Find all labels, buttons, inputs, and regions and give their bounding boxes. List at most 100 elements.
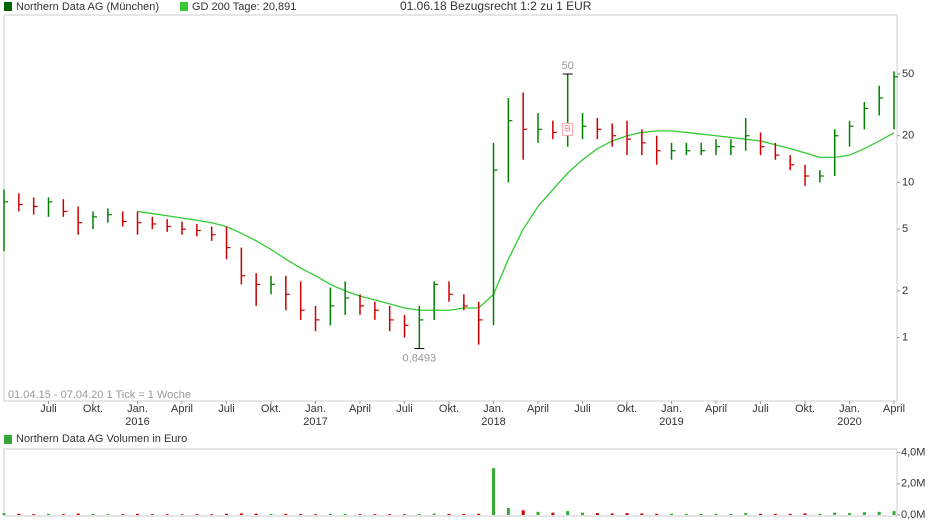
volume-bar [121,514,125,515]
volume-bar [521,510,525,515]
volume-title: Northern Data AG Volumen in Euro [16,433,187,445]
volume-bar [32,514,36,515]
x-tick-label: Jan. [483,403,504,415]
volume-bar [492,468,496,515]
legend-swatch [4,435,12,444]
volume-bar [284,513,288,515]
volume-bar [595,513,599,515]
volume-bar [106,514,110,515]
year-label: 2016 [125,416,149,428]
volume-bar [47,513,51,515]
plot-frame [3,14,898,402]
x-tick-label: April [171,403,193,415]
volume-bar [699,513,703,515]
x-tick-label: Okt. [795,403,815,415]
event-box [562,122,574,136]
volume-bar [833,512,837,515]
volume-bar [877,511,881,515]
volume-bar [299,514,303,515]
volume-bar [714,513,718,515]
year-label: 2020 [837,416,861,428]
x-tick-label: Okt. [83,403,103,415]
volume-bar [744,513,748,515]
x-tick-label: Juli [396,403,413,415]
x-tick-label: Okt. [439,403,459,415]
x-tick-label: April [527,403,549,415]
volume-bar [447,513,451,515]
x-tick-label: Jan. [305,403,326,415]
volume-bar [477,513,481,515]
legend-label: Northern Data AG (München) [16,1,159,13]
volume-bar [358,514,362,515]
x-tick-label: Okt. [261,403,281,415]
volume-frame [3,448,898,517]
y-tick-label: 5 [902,223,908,235]
volume-bar [269,514,273,515]
volume-bar [892,511,896,515]
volume-bar [180,514,184,515]
year-label: 2018 [481,416,505,428]
volume-bar [328,513,332,515]
volume-bar [625,513,629,515]
volume-bar [655,513,659,515]
volume-bar [640,513,644,515]
volume-bar [239,513,243,515]
x-tick-label: Jan. [127,403,148,415]
volume-bar [314,514,318,515]
volume-bar [210,514,214,515]
volume-bar [773,513,777,515]
volume-bar [729,513,733,515]
high-label: 50 [562,60,574,72]
y-tick-label: 10 [902,176,914,188]
x-tick-label: April [705,403,727,415]
volume-tick-label: 4,0M [901,446,925,458]
volume-bar [506,507,510,515]
x-tick-label: Juli [218,403,235,415]
volume-bar [670,513,674,515]
volume-bar [862,512,866,515]
volume-bar [610,513,614,515]
volume-bar [195,514,199,515]
x-tick-label: Juli [752,403,769,415]
year-label: 2017 [303,416,327,428]
y-tick-label: 1 [902,331,908,343]
y-tick-label: 2 [902,285,908,297]
volume-bar [254,513,258,515]
volume-bar [165,514,169,515]
volume-bar [403,514,407,515]
volume-bar [788,513,792,515]
volume-bar [76,513,80,515]
y-tick-label: 50 [902,68,914,80]
volume-bar [462,514,466,515]
x-tick-label: April [883,403,905,415]
legend-swatch [180,2,188,11]
gd200-line [137,130,895,311]
event-note: 01.06.18 Bezugsrecht 1:2 zu 1 EUR [400,0,592,13]
volume-bar [432,513,436,515]
legend-label: GD 200 Tage: 20,891 [192,1,296,13]
volume-bar [759,513,763,515]
volume-bar [551,512,555,515]
x-tick-label: Okt. [617,403,637,415]
volume-bar [388,514,392,515]
volume-bar [566,511,570,515]
volume-bar [373,514,377,515]
volume-bar [536,511,540,515]
x-tick-label: April [349,403,371,415]
x-tick-label: Jan. [839,403,860,415]
x-tick-label: Jan. [661,403,682,415]
year-label: 2019 [659,416,683,428]
volume-bar [343,513,347,515]
volume-bar [150,514,154,515]
volume-bar [848,513,852,515]
volume-bar [61,514,65,515]
volume-bar [91,514,95,515]
volume-bar [803,513,807,515]
volume-bar [818,513,822,515]
volume-bar [225,513,229,515]
event-marker: B [565,124,571,134]
x-tick-label: Juli [40,403,57,415]
x-tick-label: Juli [574,403,591,415]
y-tick-label: 20 [902,130,914,142]
